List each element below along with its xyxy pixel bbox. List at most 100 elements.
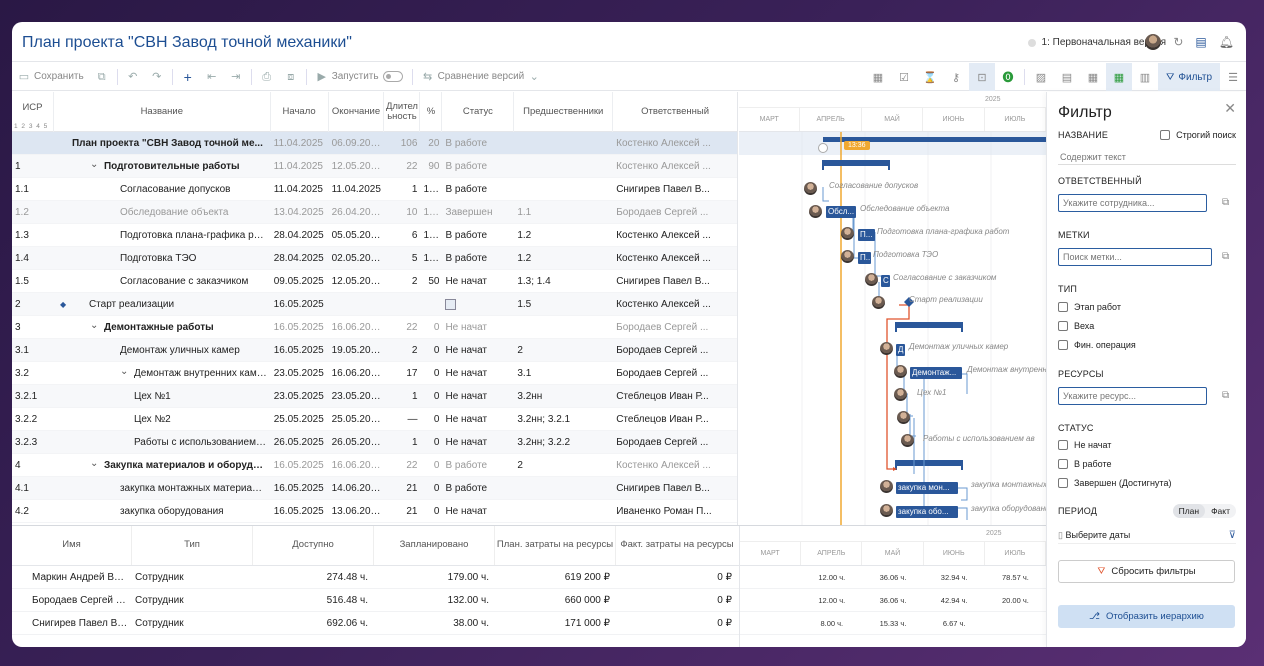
money-icon[interactable]: ⓿ (1002, 72, 1014, 84)
period-plan-option[interactable]: План (1172, 504, 1206, 518)
resource-row[interactable]: Маркин Андрей Витал Сотрудник 274.48 ч. 179… (12, 566, 1046, 589)
col-percent[interactable]: % (420, 92, 443, 132)
calendar-icon[interactable]: ▦ (872, 71, 884, 84)
filter-checkbox[interactable]: Фин. операция (1058, 340, 1136, 350)
date-range-input[interactable]: ▯ Выберите даты ⊽ (1058, 530, 1236, 544)
table-row[interactable]: ⌄ 3.2 Демонтаж внутренних камер 23.05.2025 1… (12, 362, 737, 385)
table-row[interactable]: ⌄ 4 Закупка материалов и оборудова... 16.05… (12, 454, 737, 477)
chart-icon[interactable]: ▨ (1035, 71, 1047, 84)
grid-icon[interactable]: ▦ (1087, 71, 1099, 84)
col-isr[interactable]: ИСР 1 2 3 4 5 (12, 92, 54, 132)
gantt-bar[interactable]: Демонтаж... (910, 367, 962, 379)
export-button[interactable]: ⧈ (279, 63, 303, 91)
col-res-plan-cost[interactable]: План. затраты на ресурсы (495, 526, 616, 565)
redo-button[interactable]: ↷ (145, 63, 169, 91)
bell-icon[interactable]: 🔔︎ (1218, 35, 1234, 49)
table-row[interactable]: ⌄ 3 Демонтажные работы 16.05.2025 16.06.2025… (12, 316, 737, 339)
gantt-bar[interactable]: С (881, 275, 890, 287)
resources-filter-input[interactable]: Укажите ресурс... (1058, 387, 1207, 405)
compare-versions-button[interactable]: ⇆ Сравнение версий ⌄ (416, 63, 547, 91)
tags-filter-input[interactable]: Поиск метки... (1058, 248, 1212, 266)
table-row[interactable]: 1.4 Подготовка ТЭО 28.04.2025 02.05.2025 5 10… (12, 247, 737, 270)
version-selector[interactable]: 1: Первоначальная версия (1027, 37, 1166, 48)
hourglass-icon[interactable]: ⌛ (923, 71, 937, 84)
col-start[interactable]: Начало (271, 92, 329, 132)
filter-checkbox[interactable]: Завершен (Достигнута) (1058, 478, 1171, 488)
filter-checkbox[interactable]: Этап работ (1058, 302, 1136, 312)
settings-sliders-icon[interactable]: ☰ (1228, 71, 1238, 84)
user-avatar[interactable] (1145, 34, 1162, 50)
resource-row[interactable]: Бородаев Сергей Вал Сотрудник 516.48 ч. 132… (12, 589, 1046, 612)
print-button[interactable]: ⎙ (255, 63, 279, 91)
table-row[interactable]: 3.2.3 Работы с использованием авт... 26.05… (12, 431, 737, 454)
col-name[interactable]: Название (54, 92, 271, 132)
col-predecessors[interactable]: Предшественники (514, 92, 614, 132)
period-fact-option[interactable]: Факт (1211, 506, 1230, 516)
chevron-down-icon[interactable]: ⌄ (120, 365, 129, 377)
chevron-down-icon[interactable]: ⌄ (90, 319, 99, 331)
copy-icon[interactable]: ⧉ (1222, 197, 1230, 208)
table-row[interactable]: План проекта "СВН Завод точной ме... 11.0… (12, 132, 737, 155)
resource-row[interactable]: Снигирев Павел Влад Сотрудник 692.06 ч. 38.… (12, 612, 1046, 635)
gantt-bar[interactable]: Д (896, 344, 905, 356)
table-row[interactable]: ◆ 2 Старт реализации 16.05.2025 1.5 Костенко … (12, 293, 737, 316)
key-icon[interactable]: ⚷ (951, 71, 961, 84)
strict-search-checkbox[interactable]: Строгий поиск (1160, 130, 1236, 140)
isr-level-buttons[interactable]: 1 2 3 4 5 (14, 122, 49, 130)
col-res-planned[interactable]: Запланировано (374, 526, 495, 565)
check-icon[interactable]: ☑ (899, 71, 909, 84)
save-button[interactable]: ▭ Сохранить (12, 63, 90, 91)
milestone-checkbox[interactable] (445, 298, 456, 310)
table-row[interactable]: ⌄ 1 Подготовительные работы 11.04.2025 12.05… (12, 155, 737, 178)
run-button[interactable]: ▶ Запустить (310, 63, 409, 91)
outdent-button[interactable]: ⇤ (200, 63, 224, 91)
tags-icon[interactable]: ⧉ (1222, 251, 1230, 262)
gantt-bar[interactable]: Обсл... (826, 206, 856, 218)
table-row[interactable]: 1.2 Обследование объекта 13.04.2025 26.04.2… (12, 201, 737, 224)
table-icon[interactable]: ▤ (1061, 71, 1073, 84)
date-filter-icon[interactable]: ⊽ (1228, 530, 1236, 541)
gantt-bar[interactable]: закупка мон... (896, 482, 958, 494)
col-res-name[interactable]: Имя (12, 526, 132, 565)
project-start-marker[interactable] (818, 143, 828, 153)
table-row[interactable]: 3.2.1 Цех №1 23.05.2025 23.05.2025 1 0 Не нача… (12, 385, 737, 408)
list-icon[interactable]: ▥ (1139, 71, 1151, 84)
col-res-fact-cost[interactable]: Факт. затраты на ресурсы (620, 539, 734, 551)
col-duration[interactable]: Длител ьность (384, 92, 421, 132)
clipboard-icon[interactable]: ▤ (1195, 35, 1207, 49)
chevron-down-icon[interactable]: ⌄ (90, 457, 99, 469)
gantt-bar[interactable]: П... (858, 252, 871, 264)
col-end[interactable]: Окончание (329, 92, 385, 132)
chevron-down-icon[interactable]: ⌄ (90, 158, 99, 170)
reset-filters-button[interactable]: ⛛ Сбросить фильтры (1058, 560, 1235, 583)
table-row[interactable]: 1.3 Подготовка плана-графика работ 28.04.2… (12, 224, 737, 247)
owner-filter-input[interactable]: Укажите сотрудника... (1058, 194, 1207, 212)
copy-button[interactable]: ⧉ (90, 63, 114, 91)
table-row[interactable]: 3.2.2 Цех №2 25.05.2025 25.05.2025 — 0 Не нача… (12, 408, 737, 431)
gantt-bar[interactable]: П... (858, 229, 875, 241)
filter-checkbox[interactable]: Не начат (1058, 440, 1171, 450)
filter-checkbox[interactable]: В работе (1058, 459, 1171, 469)
col-res-avail[interactable]: Доступно (253, 526, 374, 565)
indent-button[interactable]: ⇥ (224, 63, 248, 91)
layout-icon[interactable]: ▦ (1106, 63, 1132, 91)
table-row[interactable]: 1.1 Согласование допусков 11.04.2025 11.04.… (12, 178, 737, 201)
name-filter-input[interactable]: Содержит текст (1058, 149, 1236, 165)
filter-checkbox[interactable]: Веха (1058, 321, 1136, 331)
filter-button[interactable]: ⛛ Фильтр (1158, 63, 1220, 91)
add-task-button[interactable]: + (176, 63, 200, 91)
col-res-type[interactable]: Тип (132, 526, 253, 565)
show-hierarchy-button[interactable]: ⎇ Отобразить иерархию (1058, 605, 1235, 628)
table-row[interactable]: 4.1 закупка монтажных материалов 16.05.202… (12, 477, 737, 500)
critical-path-icon[interactable]: ⊡ (969, 63, 995, 91)
undo-button[interactable]: ↶ (121, 63, 145, 91)
run-toggle[interactable] (382, 71, 403, 82)
history-icon[interactable]: ↻ (1173, 35, 1184, 49)
table-row[interactable]: 4.2 закупка оборудования 16.05.2025 13.06.2… (12, 500, 737, 523)
col-owner[interactable]: Ответственный (641, 105, 710, 117)
close-icon[interactable]: ✕ (1224, 100, 1236, 116)
table-row[interactable]: 1.5 Согласование с заказчиком 09.05.2025 12… (12, 270, 737, 293)
table-row[interactable]: 3.1 Демонтаж уличных камер 16.05.2025 19.05… (12, 339, 737, 362)
col-status[interactable]: Статус (442, 92, 515, 132)
gantt-bar[interactable]: закупка обо... (896, 506, 958, 518)
